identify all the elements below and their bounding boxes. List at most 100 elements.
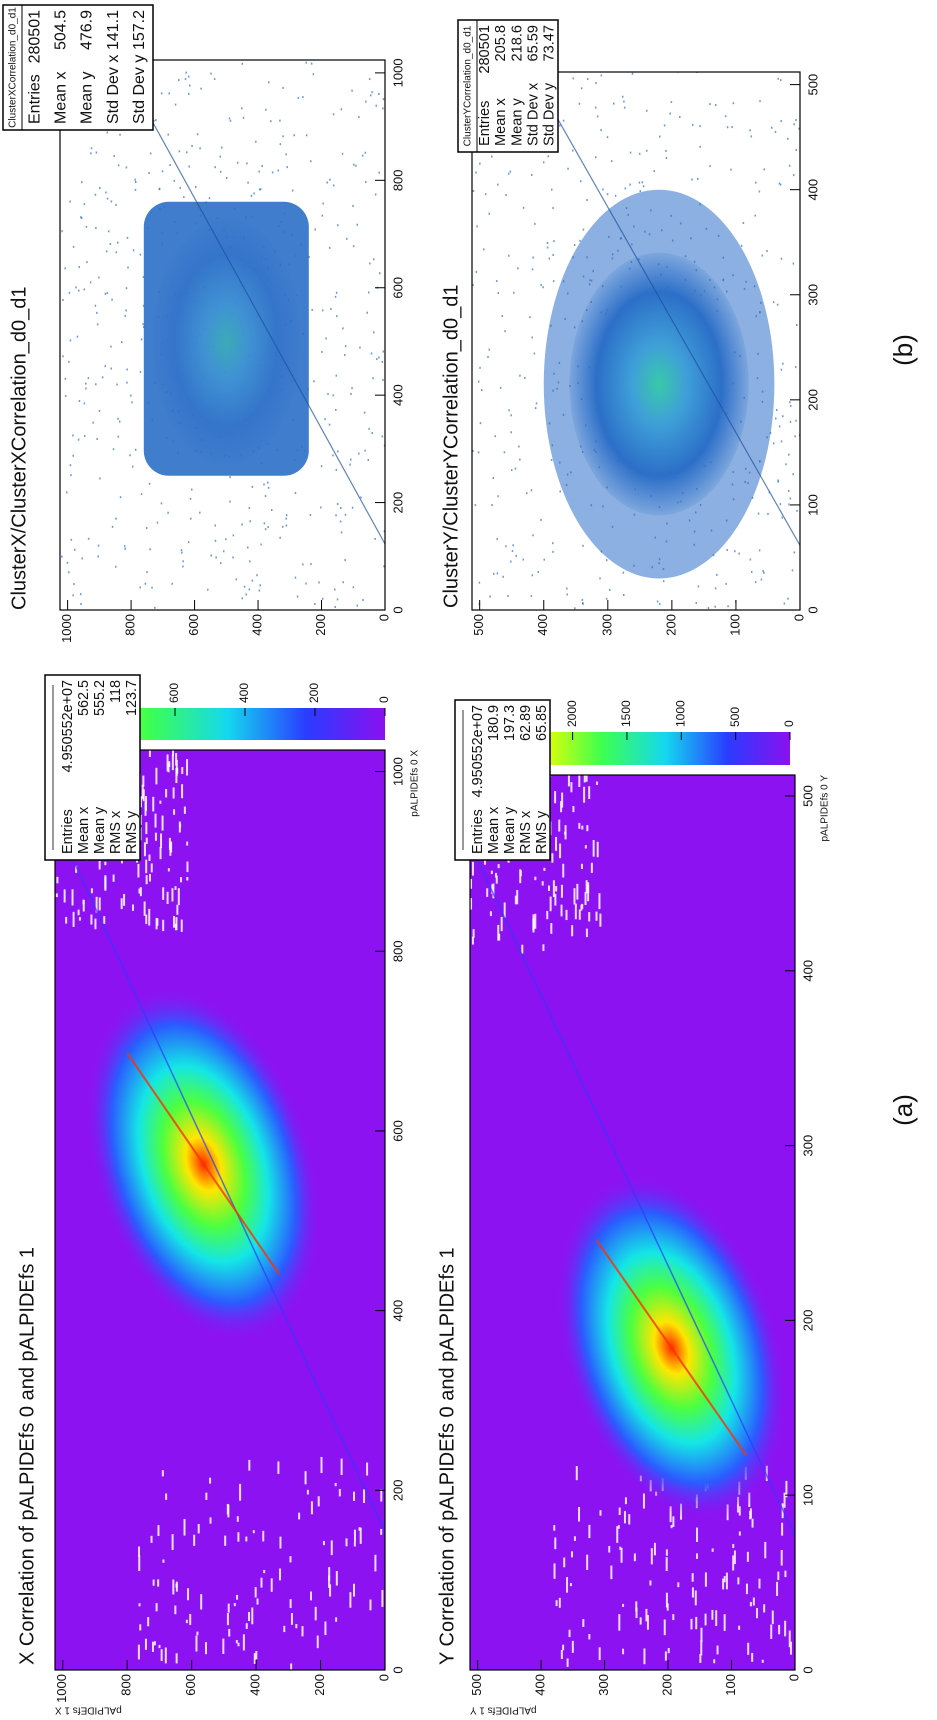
noise-pixel	[749, 1511, 751, 1516]
scatter-pixel	[84, 288, 86, 290]
x-tick-label: 1000	[390, 757, 405, 786]
scatter-pixel	[306, 134, 308, 136]
noise-pixel	[196, 1632, 198, 1636]
scatter-pixel	[340, 507, 342, 509]
stats-label: Entries	[470, 809, 486, 854]
noise-pixel	[260, 1578, 262, 1588]
noise-pixel	[157, 1579, 159, 1586]
noise-pixel	[570, 1583, 572, 1586]
scatter-pixel	[150, 152, 152, 154]
y-tick-label: 100	[723, 1674, 738, 1696]
noise-pixel	[618, 1525, 620, 1529]
y-tick-label: 400	[248, 1674, 263, 1696]
scatter-pixel	[335, 296, 337, 298]
scatter-pixel	[322, 215, 324, 217]
scatter-pixel	[781, 258, 783, 260]
scatter-pixel	[214, 78, 216, 80]
scatter-pixel	[85, 387, 87, 389]
noise-pixel	[205, 1642, 207, 1654]
scatter-pixel	[181, 552, 183, 554]
noise-pixel	[369, 1600, 371, 1611]
noise-pixel	[790, 1642, 792, 1655]
noise-pixel	[534, 877, 536, 881]
scatter-pixel	[310, 514, 312, 516]
scatter-pixel	[725, 115, 727, 117]
y-tick-label: 400	[533, 1674, 548, 1696]
noise-pixel	[132, 904, 134, 910]
scatter-pixel	[358, 116, 360, 118]
scatter-pixel	[382, 435, 384, 437]
scatter-pixel	[306, 62, 308, 64]
colorbar-tick-label: 1000	[673, 700, 687, 727]
scatter-pixel	[743, 222, 745, 224]
scatter-pixel	[333, 394, 335, 396]
scatter-pixel	[286, 514, 288, 516]
scatter-pixel	[61, 556, 63, 558]
noise-pixel	[621, 1548, 623, 1563]
noise-pixel	[664, 1619, 666, 1635]
scatter-pixel	[359, 347, 361, 349]
scatter-pixel	[90, 152, 92, 154]
scatter-pixel	[124, 315, 126, 317]
noise-pixel	[171, 888, 173, 901]
noise-pixel	[154, 1641, 156, 1645]
scatter-pixel	[265, 109, 267, 111]
noise-pixel	[570, 782, 572, 792]
noise-pixel	[176, 1653, 178, 1663]
scatter-pixel	[789, 401, 791, 403]
scatter-pixel	[793, 263, 795, 265]
scatter-pixel	[207, 589, 209, 591]
noise-pixel	[737, 1577, 739, 1584]
noise-pixel	[162, 816, 164, 831]
scatter-pixel	[297, 596, 299, 598]
scatter-pixel	[220, 171, 222, 173]
scatter-pixel	[532, 574, 534, 576]
noise-pixel	[224, 1536, 226, 1546]
scatter-pixel	[508, 409, 510, 411]
scatter-pixel	[535, 407, 537, 409]
scatter-pixel	[495, 435, 497, 437]
scatter-pixel	[318, 581, 320, 583]
noise-pixel	[699, 1654, 701, 1663]
noise-pixel	[301, 1626, 303, 1636]
stats-value: 476.9	[79, 10, 96, 50]
y-tick-label: 200	[312, 1674, 327, 1696]
scatter-pixel	[790, 421, 792, 423]
noise-pixel	[366, 1463, 368, 1476]
scatter-pixel	[81, 557, 83, 559]
y-tick-label: 800	[119, 1674, 134, 1696]
noise-pixel	[159, 801, 161, 804]
x-tick-label: 100	[805, 494, 820, 516]
figure: (a) (b) X Correlation of pALPIDEfs 0 and…	[0, 0, 937, 1720]
scatter-pixel	[268, 487, 270, 489]
noise-pixel	[501, 917, 503, 931]
scatter-pixel	[378, 93, 380, 95]
scatter-pixel	[78, 290, 80, 292]
scatter-pixel	[352, 507, 354, 509]
scatter-pixel	[64, 267, 66, 269]
scatter-pixel	[582, 545, 584, 547]
scatter-pixel	[126, 166, 128, 168]
noise-pixel	[323, 1541, 325, 1545]
noise-pixel	[145, 801, 147, 815]
scatter-pixel	[185, 72, 187, 74]
noise-pixel	[168, 764, 170, 773]
scatter-pixel	[362, 155, 364, 157]
scatter-pixel	[96, 312, 98, 314]
scatter-pixel	[81, 217, 83, 219]
scatter-pixel	[510, 561, 512, 563]
noise-pixel	[566, 910, 568, 920]
scatter-pixel	[790, 405, 792, 407]
scatter-pixel	[607, 136, 609, 138]
scatter-pixel	[252, 486, 254, 488]
noise-pixel	[747, 1643, 749, 1655]
heatmap-panel: Y Correlation of pALPIDEfs 0 and pALPIDE…	[436, 700, 830, 1715]
noise-pixel	[573, 888, 575, 904]
scatter-pixel	[336, 375, 338, 377]
scatter-pixel	[738, 553, 740, 555]
noise-pixel	[588, 786, 590, 799]
scatter-pixel	[229, 501, 231, 503]
noise-pixel	[756, 1608, 758, 1618]
scatter-pixel	[741, 245, 743, 247]
scatter-pixel	[259, 590, 261, 592]
